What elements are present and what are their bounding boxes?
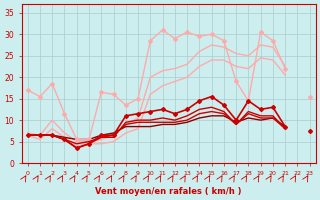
X-axis label: Vent moyen/en rafales ( km/h ): Vent moyen/en rafales ( km/h ) <box>95 187 242 196</box>
